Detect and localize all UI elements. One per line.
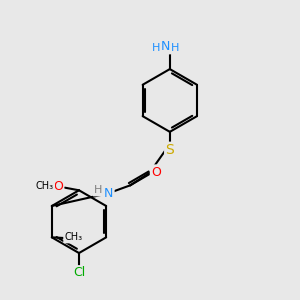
Text: H: H: [171, 43, 180, 52]
Text: S: S: [165, 143, 174, 157]
Text: O: O: [53, 181, 63, 194]
Text: H: H: [152, 43, 160, 52]
Text: CH₃: CH₃: [64, 232, 83, 242]
Text: O: O: [151, 166, 161, 178]
Text: Cl: Cl: [73, 266, 85, 279]
Text: H: H: [94, 185, 102, 195]
Text: CH₃: CH₃: [36, 181, 54, 191]
Text: N: N: [104, 187, 113, 200]
Text: N: N: [161, 40, 170, 53]
